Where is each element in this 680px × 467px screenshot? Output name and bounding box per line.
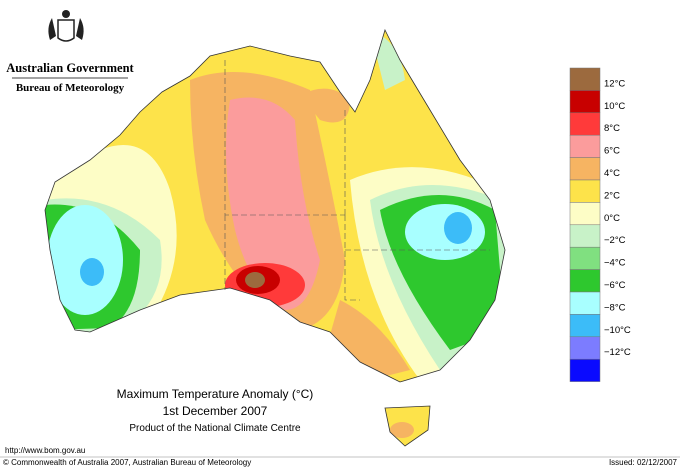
legend-swatch bbox=[569, 246, 601, 270]
footer-url: http://www.bom.gov.au bbox=[5, 446, 85, 455]
legend-swatch bbox=[569, 179, 601, 203]
legend-label: 8°C bbox=[604, 123, 620, 134]
map-date: 1st December 2007 bbox=[163, 404, 268, 418]
state-borders bbox=[224, 60, 490, 301]
footer-copyright: © Commonwealth of Australia 2007, Austra… bbox=[3, 458, 251, 467]
legend-label: 10°C bbox=[604, 101, 625, 112]
legend-label: 0°C bbox=[604, 213, 620, 224]
legend-swatch bbox=[569, 358, 601, 382]
legend-swatch bbox=[569, 291, 601, 315]
organisation: Australian Government bbox=[6, 61, 134, 75]
legend-swatch bbox=[569, 157, 601, 181]
legend-label: −8°C bbox=[604, 302, 626, 313]
map-title: Maximum Temperature Anomaly (°C) bbox=[117, 387, 314, 401]
map-product: Product of the National Climate Centre bbox=[129, 423, 301, 434]
legend-swatch bbox=[569, 134, 601, 158]
legend-swatch bbox=[569, 67, 601, 91]
legend-swatch bbox=[569, 112, 601, 136]
legend-swatch bbox=[569, 224, 601, 248]
legend-label: 2°C bbox=[604, 190, 620, 201]
legend-label: −10°C bbox=[604, 325, 631, 336]
legend-swatch bbox=[569, 269, 601, 293]
legend: 12°C 10°C 8°C 6°C 4°C 2°C 0°C −2°C −4°C −6°C −8°C −… bbox=[569, 67, 631, 382]
legend-swatch bbox=[569, 90, 601, 114]
legend-label: −2°C bbox=[604, 235, 626, 246]
agency: Bureau of Meteorology bbox=[16, 82, 125, 94]
legend-label: 6°C bbox=[604, 146, 620, 157]
legend-label: −12°C bbox=[604, 347, 631, 358]
emblem bbox=[48, 10, 84, 42]
legend-swatch bbox=[569, 314, 601, 338]
footer-issued: Issued: 02/12/2007 bbox=[609, 458, 678, 467]
legend-label: 12°C bbox=[604, 78, 625, 89]
legend-label: −6°C bbox=[604, 280, 626, 291]
legend-label: 4°C bbox=[604, 168, 620, 179]
legend-label: −4°C bbox=[604, 258, 626, 269]
legend-swatch bbox=[569, 336, 601, 360]
coastline bbox=[44, 28, 506, 447]
legend-swatch bbox=[569, 202, 601, 226]
